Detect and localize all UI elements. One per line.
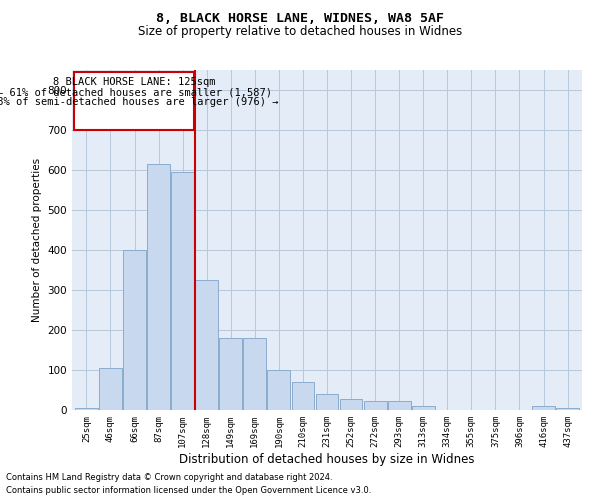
Bar bbox=[412, 406, 434, 410]
Bar bbox=[316, 394, 338, 410]
Bar bbox=[195, 280, 218, 410]
Text: Size of property relative to detached houses in Widnes: Size of property relative to detached ho… bbox=[138, 25, 462, 38]
X-axis label: Distribution of detached houses by size in Widnes: Distribution of detached houses by size … bbox=[179, 452, 475, 466]
Bar bbox=[147, 164, 170, 410]
Bar bbox=[532, 406, 555, 410]
Text: 38% of semi-detached houses are larger (976) →: 38% of semi-detached houses are larger (… bbox=[0, 97, 278, 107]
Bar bbox=[220, 338, 242, 410]
Bar bbox=[268, 370, 290, 410]
Bar bbox=[123, 250, 146, 410]
Text: ← 61% of detached houses are smaller (1,587): ← 61% of detached houses are smaller (1,… bbox=[0, 87, 272, 97]
Bar bbox=[244, 338, 266, 410]
Text: Contains HM Land Registry data © Crown copyright and database right 2024.: Contains HM Land Registry data © Crown c… bbox=[6, 474, 332, 482]
Bar bbox=[292, 382, 314, 410]
Text: 8 BLACK HORSE LANE: 125sqm: 8 BLACK HORSE LANE: 125sqm bbox=[53, 77, 215, 87]
FancyBboxPatch shape bbox=[74, 72, 194, 130]
Bar bbox=[388, 401, 410, 410]
Bar bbox=[75, 408, 98, 410]
Bar bbox=[556, 408, 579, 410]
Text: 8, BLACK HORSE LANE, WIDNES, WA8 5AF: 8, BLACK HORSE LANE, WIDNES, WA8 5AF bbox=[156, 12, 444, 26]
Text: Contains public sector information licensed under the Open Government Licence v3: Contains public sector information licen… bbox=[6, 486, 371, 495]
Bar bbox=[99, 368, 122, 410]
Bar bbox=[171, 172, 194, 410]
Y-axis label: Number of detached properties: Number of detached properties bbox=[32, 158, 42, 322]
Bar bbox=[340, 399, 362, 410]
Bar bbox=[364, 401, 386, 410]
